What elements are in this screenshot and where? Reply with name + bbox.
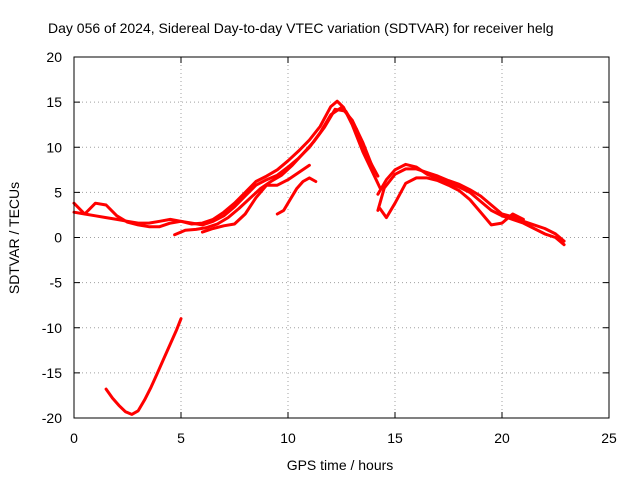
series-group	[72, 99, 566, 416]
x-tick-label: 5	[177, 430, 185, 446]
x-tick-label: 10	[280, 430, 296, 446]
chart-title: Day 056 of 2024, Sidereal Day-to-day VTE…	[48, 20, 554, 36]
x-tick-labels: 0 5 10 15 20 25	[70, 430, 617, 446]
axis-ticks	[73, 56, 610, 419]
series-line-track-g	[376, 162, 566, 247]
series-line-track-e	[275, 176, 318, 216]
grid	[74, 57, 609, 418]
series-line-track-f	[376, 167, 566, 243]
y-tick-label: 10	[46, 139, 62, 155]
series-line-track-b	[72, 106, 376, 229]
series-line-track-h	[378, 176, 525, 227]
y-tick-label: -20	[42, 410, 62, 426]
y-tick-label: 20	[46, 49, 62, 65]
y-tick-labels: -20 -15 -10 -5 0 5 10 15 20	[42, 49, 62, 426]
x-axis-label: GPS time / hours	[287, 457, 394, 473]
y-tick-label: -5	[50, 275, 63, 291]
x-tick-label: 25	[601, 430, 617, 446]
y-tick-label: -10	[42, 320, 62, 336]
y-tick-label: 15	[46, 94, 62, 110]
series-line-track-c	[173, 107, 380, 237]
x-tick-label: 0	[70, 430, 78, 446]
x-tick-label: 15	[387, 430, 403, 446]
series-line-track-a	[72, 99, 382, 226]
y-axis-label: SDTVAR / TECUs	[6, 182, 22, 294]
series-line-track-i	[104, 317, 183, 416]
y-tick-label: 0	[54, 230, 62, 246]
y-tick-label: 5	[54, 184, 62, 200]
x-tick-label: 20	[494, 430, 510, 446]
y-tick-label: -15	[42, 365, 62, 381]
series-line-track-d	[200, 163, 311, 234]
